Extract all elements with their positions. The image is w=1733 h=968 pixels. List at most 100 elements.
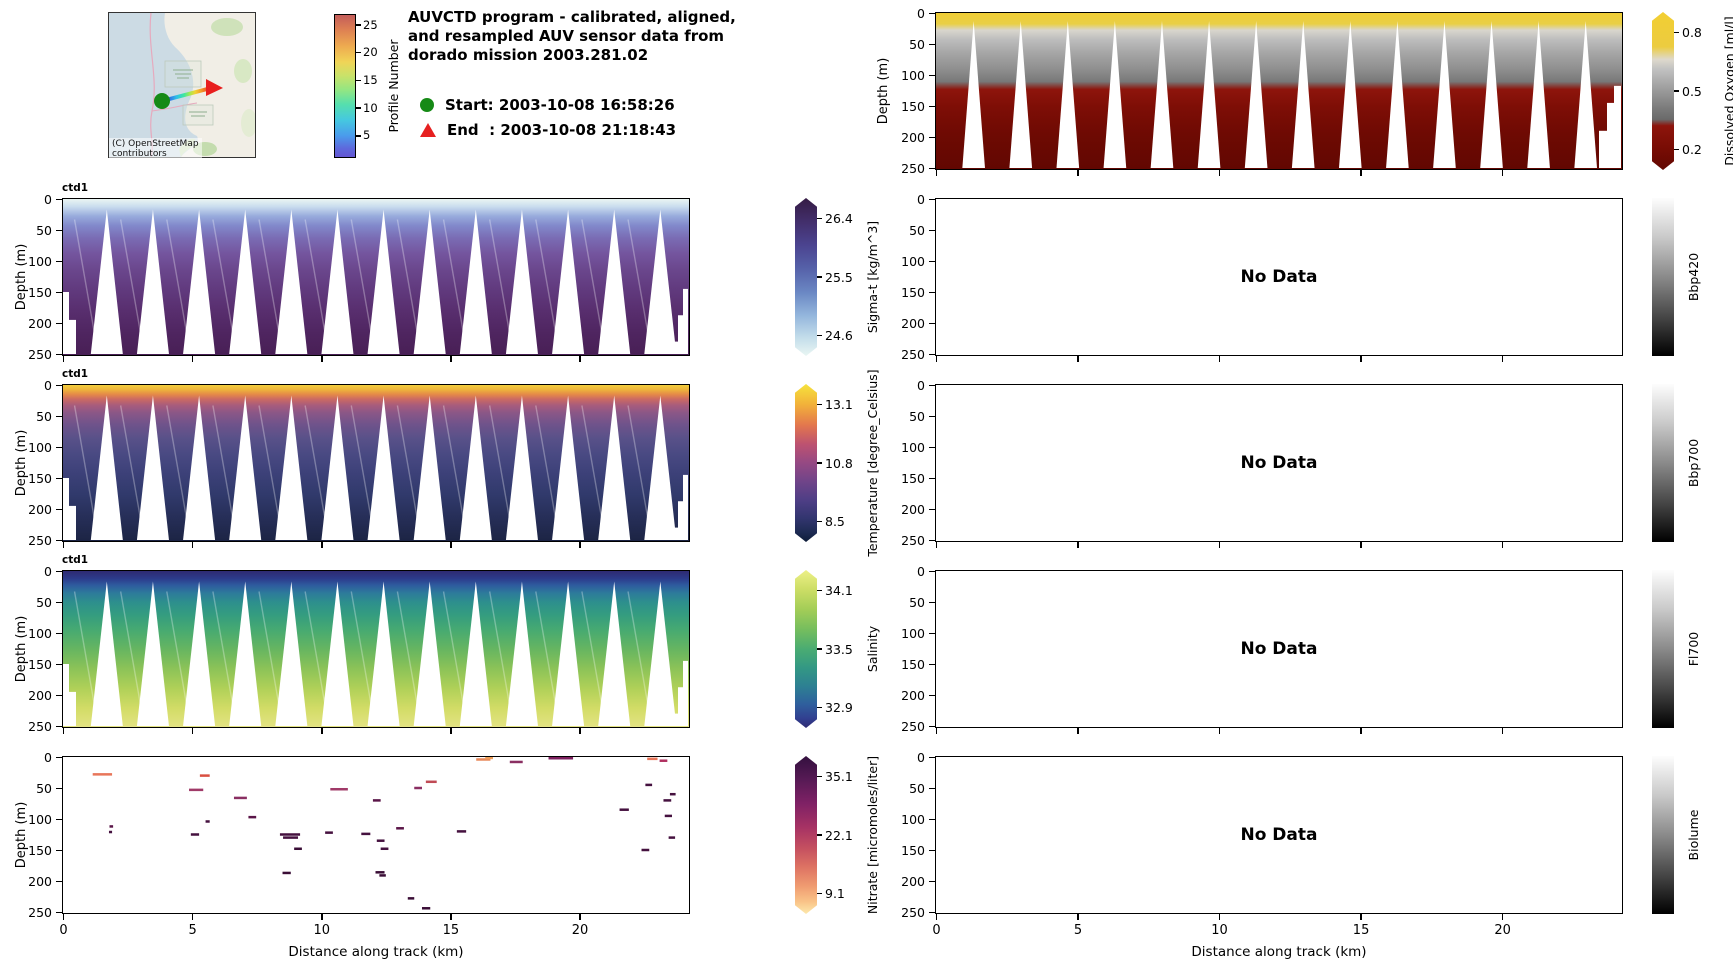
y-tick-label: 250 [901, 533, 925, 548]
x-tick-label: 20 [571, 923, 589, 938]
depth-axis-label-text: Depth (m) [14, 615, 29, 683]
depth-axis-label-text: Depth (m) [14, 801, 29, 869]
y-tick-mark [928, 880, 935, 883]
y-tick-mark [928, 787, 935, 790]
colorbar-tick-label: 33.5 [825, 641, 853, 657]
colorbar-tick-mark [817, 892, 822, 895]
y-tick-label: 250 [28, 719, 52, 734]
x-tick-mark [579, 356, 581, 362]
colorbar-tick-label: 0.5 [1682, 83, 1702, 99]
y-tick-mark [928, 725, 935, 728]
x-tick-label: 0 [59, 923, 68, 938]
x-tick-mark [191, 914, 194, 920]
start-marker-icon [154, 93, 170, 109]
y-tick-mark [928, 136, 935, 139]
y-tick-label: 50 [909, 781, 925, 796]
x-tick-mark [579, 542, 581, 548]
y-tick-mark [928, 477, 935, 480]
y-tick-mark [55, 229, 62, 232]
y-tick-mark [55, 725, 62, 728]
y-tick-label: 150 [28, 843, 52, 858]
y-tick-mark [928, 260, 935, 263]
y-tick-mark [928, 818, 935, 821]
y-tick-label: 200 [28, 688, 52, 703]
y-tick-label: 250 [901, 719, 925, 734]
section-overlay-salinity [63, 581, 688, 726]
y-tick-label: 250 [28, 347, 52, 362]
colorbar-tick-mark [817, 462, 822, 464]
y-tick-mark [55, 415, 62, 418]
colorbar-bbp700 [1652, 384, 1674, 542]
y-tick-mark [928, 694, 935, 697]
x-tick-mark [935, 170, 938, 176]
y-tick-mark [55, 570, 62, 573]
colorbar-label-text: Bbp420 [1686, 252, 1701, 302]
y-tick-label: 100 [901, 68, 925, 83]
panel-temperature [62, 384, 690, 542]
colorbar-tick-label: 25.5 [825, 269, 853, 285]
legend-end: End : 2003-10-08 21:18:43 [420, 121, 676, 139]
y-tick-mark [928, 601, 935, 604]
colorbar-gradient-fl700 [1652, 570, 1674, 728]
colorbar-tick-label: 15 [363, 73, 378, 88]
colorbar-label-dissolved-oxygen: Dissolved Oxygen [ml/l] [1722, 16, 1733, 165]
x-tick-mark [1218, 542, 1221, 548]
colorbar-tick-mark [817, 403, 822, 406]
y-tick-mark [55, 663, 62, 666]
colorbar-tick-mark [817, 520, 822, 523]
colorbar-bbp420 [1652, 198, 1674, 356]
depth-axis-label-text: Depth (m) [876, 57, 891, 125]
colorbar-tick-mark [356, 107, 361, 109]
y-tick-label: 0 [44, 564, 52, 579]
map-inset: (C) OpenStreetMap contributors [108, 12, 256, 160]
x-tick-mark [579, 914, 581, 920]
y-tick-label: 200 [28, 874, 52, 889]
y-tick-label: 100 [28, 812, 52, 827]
y-tick-mark [928, 198, 935, 201]
y-tick-mark [928, 353, 935, 356]
colorbar-gradient-nitrate [795, 756, 817, 914]
x-tick-mark [1077, 170, 1079, 176]
panel-biolume: No Data [935, 756, 1623, 914]
colorbar-tick-mark [817, 648, 822, 650]
panel-bbp420: No Data [935, 198, 1623, 356]
x-tick-mark [321, 356, 323, 362]
x-tick-mark [62, 356, 65, 362]
y-tick-label: 250 [28, 533, 52, 548]
y-tick-label: 0 [44, 750, 52, 765]
y-tick-mark [55, 787, 62, 790]
y-tick-label: 50 [909, 409, 925, 424]
x-tick-mark [1077, 914, 1079, 920]
colorbar-label-bbp420: Bbp420 [1686, 253, 1701, 301]
x-tick-mark [1360, 356, 1362, 362]
colorbar-dissolved-oxygen [1652, 12, 1674, 170]
y-tick-label: 200 [901, 688, 925, 703]
colorbar-nitrate [795, 756, 817, 914]
y-tick-label: 100 [901, 626, 925, 641]
colorbar-tick-label: 32.9 [825, 699, 853, 715]
y-tick-label: 100 [901, 254, 925, 269]
start-label: Start: 2003-10-08 16:58:26 [445, 96, 675, 114]
y-tick-mark [928, 663, 935, 666]
y-tick-mark [928, 74, 935, 77]
colorbar-tick-mark [1674, 31, 1679, 34]
x-tick-mark [62, 542, 65, 548]
colorbar-label-text: Nitrate [micromoles/liter] [865, 755, 880, 915]
x-tick-mark [1218, 914, 1221, 920]
y-tick-label: 0 [917, 6, 925, 21]
y-tick-mark [928, 105, 935, 108]
panel-bbp700: No Data [935, 384, 1623, 542]
y-tick-label: 150 [28, 285, 52, 300]
y-tick-mark [928, 415, 935, 418]
colorbar-label-sigma-t: Sigma-t [kg/m^3] [865, 221, 880, 333]
depth-axis-label-text: Depth (m) [14, 243, 29, 311]
y-tick-label: 250 [901, 905, 925, 920]
x-tick-label: 10 [313, 923, 331, 938]
colorbar-gradient-sigma-t [795, 198, 817, 356]
colorbar-tick-label: 20 [363, 45, 378, 60]
colorbar-gradient-bbp700 [1652, 384, 1674, 542]
y-tick-mark [55, 291, 62, 294]
x-tick-mark [1501, 728, 1504, 734]
y-tick-label: 100 [901, 440, 925, 455]
